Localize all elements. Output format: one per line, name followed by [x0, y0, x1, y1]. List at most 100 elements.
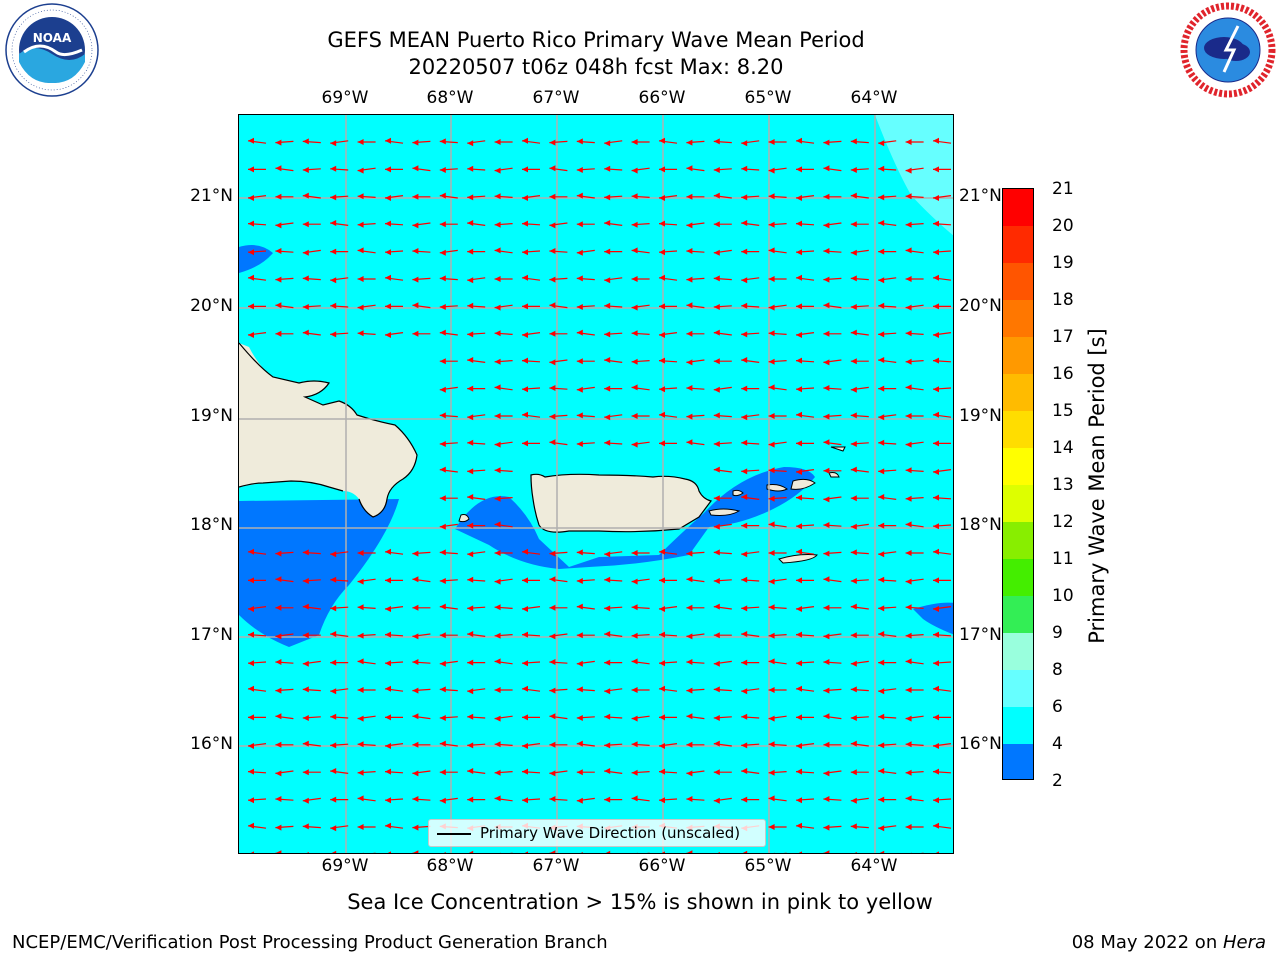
wave-direction-arrow [439, 769, 458, 776]
wave-direction-arrow [467, 194, 486, 201]
wave-direction-arrow [878, 659, 897, 666]
wave-direction-arrow [932, 274, 952, 281]
wave-direction-arrow [549, 330, 568, 337]
wave-direction-arrow [248, 303, 266, 310]
wave-direction-arrow [741, 385, 760, 392]
wave-direction-arrow [330, 331, 349, 338]
wave-direction-arrow [275, 165, 294, 172]
wave-direction-arrow [686, 770, 705, 777]
wave-direction-arrow [412, 796, 431, 802]
wave-direction-arrow [850, 715, 869, 721]
wave-direction-arrow [494, 495, 513, 502]
wave-direction-arrow [768, 715, 787, 722]
wave-direction-arrow [275, 633, 294, 640]
land-small-island [708, 508, 741, 516]
wave-direction-arrow [494, 769, 513, 776]
wave-direction-arrow [631, 276, 650, 282]
wave-direction-arrow [467, 165, 486, 172]
map-panel[interactable] [238, 114, 954, 854]
wave-direction-arrow [631, 658, 650, 665]
wave-direction-arrow [658, 631, 678, 638]
wave-direction-arrow [631, 413, 650, 419]
wave-direction-arrow [412, 330, 431, 337]
wave-direction-arrow [275, 222, 294, 229]
colorbar-bin [1003, 300, 1033, 337]
wave-direction-arrow [905, 358, 924, 365]
colorbar-bin [1003, 744, 1033, 779]
wave-direction-arrow [412, 659, 431, 665]
wave-direction-arrow [549, 770, 568, 777]
wave-direction-arrow [522, 166, 540, 173]
period-4-6-region [239, 499, 399, 647]
wave-direction-arrow [795, 332, 815, 338]
wave-direction-arrow [330, 576, 349, 583]
lon-label-top: 65°W [744, 88, 792, 108]
wave-direction-arrow [823, 713, 842, 720]
wave-direction-arrow [795, 822, 815, 829]
wave-direction-arrow [521, 195, 541, 201]
lon-label-top: 69°W [321, 88, 369, 108]
wave-direction-arrow [686, 330, 705, 337]
wave-direction-arrow [686, 604, 705, 611]
wave-direction-arrow [604, 439, 623, 446]
wave-direction-arrow [932, 768, 952, 775]
wave-direction-arrow [713, 138, 732, 145]
wave-direction-arrow [604, 140, 623, 147]
wave-direction-arrow [713, 167, 732, 173]
wave-direction-arrow [604, 631, 623, 637]
wave-direction-arrow [741, 713, 760, 720]
colorbar-bin [1003, 522, 1033, 559]
wave-direction-arrow [494, 687, 513, 693]
wave-direction-arrow [796, 440, 814, 447]
wave-direction-arrow [850, 632, 869, 639]
wave-direction-arrow [576, 686, 595, 693]
wave-direction-arrow [878, 331, 897, 338]
wave-direction-arrow [795, 274, 815, 281]
wave-direction-arrow [468, 850, 474, 853]
colorbar-tick: 6 [1052, 697, 1063, 717]
wave-direction-arrow [878, 494, 897, 500]
lat-label-left: 20°N [190, 296, 233, 316]
land-puerto-rico [530, 473, 713, 533]
wave-direction-arrow [494, 604, 513, 611]
wave-direction-arrow [330, 659, 349, 666]
wave-direction-arrow [330, 140, 349, 147]
wave-direction-arrow [330, 194, 349, 201]
wave-direction-arrow [631, 167, 650, 174]
wave-direction-arrow [384, 743, 404, 749]
wave-direction-arrow [443, 852, 446, 853]
wave-direction-arrow [905, 550, 924, 556]
wave-direction-arrow [247, 631, 267, 638]
wave-direction-arrow [494, 550, 513, 556]
wave-direction-arrow [604, 277, 623, 284]
wave-direction-arrow [768, 384, 787, 391]
wave-direction-arrow [631, 687, 650, 693]
footer-date-text: 08 May 2022 on [1071, 932, 1223, 953]
wave-direction-arrow [823, 439, 842, 446]
wave-direction-arrow [686, 222, 705, 229]
wave-direction-arrow [795, 743, 815, 749]
wave-direction-arrow [713, 192, 732, 199]
wave-direction-arrow [686, 276, 705, 283]
wave-direction-arrow [576, 441, 595, 447]
wave-direction-arrow [741, 522, 760, 529]
wave-direction-arrow [331, 850, 337, 853]
lon-label-bottom: 64°W [850, 856, 898, 876]
wave-direction-arrow [247, 797, 267, 804]
wave-direction-arrow [878, 631, 897, 637]
wave-direction-arrow [741, 468, 760, 475]
wave-direction-arrow [604, 713, 623, 720]
wave-direction-arrow [494, 358, 513, 365]
wave-direction-arrow [878, 140, 897, 147]
wave-direction-arrow [302, 632, 321, 639]
wave-direction-arrow [795, 548, 815, 555]
wave-direction-arrow [362, 852, 376, 853]
wave-direction-arrow [576, 249, 595, 256]
wave-direction-arrow [631, 741, 650, 748]
lon-label-top: 67°W [532, 88, 580, 108]
wave-direction-arrow [631, 550, 650, 556]
wave-direction-arrow [878, 688, 897, 695]
wave-direction-arrow [658, 660, 678, 667]
wave-direction-arrow [713, 412, 732, 419]
wave-direction-arrow [741, 605, 760, 612]
